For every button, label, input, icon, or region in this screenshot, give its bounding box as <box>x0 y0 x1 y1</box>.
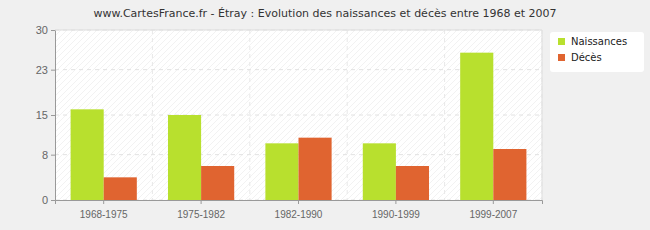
bar <box>299 138 332 200</box>
tick: 30 <box>36 24 55 36</box>
bar <box>265 143 298 200</box>
tick-mark <box>51 30 55 31</box>
bar <box>104 177 137 200</box>
bar <box>493 149 526 200</box>
tick: 23 <box>36 64 55 76</box>
legend-box <box>550 32 644 72</box>
tick: 1990-1999 <box>372 200 420 220</box>
legend-swatch <box>558 54 565 61</box>
grid-line <box>249 30 250 200</box>
axis-line <box>56 201 543 205</box>
grid-line <box>347 30 348 200</box>
tick-label: 0 <box>42 194 48 206</box>
y-axis: 0 8 15 23 30 <box>36 24 56 206</box>
tick-label: 1968-1975 <box>80 209 128 220</box>
tick-mark <box>395 200 396 204</box>
bar <box>168 115 201 200</box>
legend-swatch <box>558 38 565 45</box>
frame <box>55 30 542 31</box>
frame <box>542 30 543 200</box>
tick-label: 23 <box>36 64 48 76</box>
plot: 0 8 15 23 30 1968-1975 1975-1982 1982-1990 1990-… <box>36 24 543 220</box>
legend-label: Naissances <box>571 36 627 47</box>
grid-line <box>152 30 153 200</box>
tick: 0 <box>42 194 55 206</box>
tick: 15 <box>36 109 55 121</box>
tick-label: 1999-2007 <box>469 209 517 220</box>
grid-line <box>55 30 542 31</box>
tick-mark <box>201 200 202 204</box>
plot-background <box>55 30 542 200</box>
tick-label: 8 <box>42 149 48 161</box>
tick: 8 <box>42 149 55 161</box>
tick-mark <box>51 200 55 201</box>
tick: 1982-1990 <box>275 200 323 220</box>
tick: 1968-1975 <box>80 200 128 220</box>
bar <box>201 166 234 200</box>
grid-line <box>444 30 445 200</box>
tick-label: 15 <box>36 109 48 121</box>
tick-label: 1990-1999 <box>372 209 420 220</box>
legend: Naissances Décès <box>550 32 644 72</box>
grid-line <box>542 30 543 200</box>
legend-item: Décès <box>558 52 602 63</box>
chart: www.CartesFrance.fr - Étray : Evolution … <box>0 0 650 230</box>
legend-item: Naissances <box>558 36 627 47</box>
axis-line <box>51 31 56 201</box>
legend-label: Décès <box>571 52 602 63</box>
tick-mark <box>298 200 299 204</box>
tick-label: 1975-1982 <box>177 209 225 220</box>
tick-mark <box>103 200 104 204</box>
tick-label: 30 <box>36 24 48 36</box>
tick-label: 1982-1990 <box>275 209 323 220</box>
bars <box>71 53 527 200</box>
x-axis: 1968-1975 1975-1982 1982-1990 1990-1999 1999… <box>56 200 543 220</box>
bar <box>71 109 104 200</box>
title: www.CartesFrance.fr - Étray : Evolution … <box>93 7 556 20</box>
tick: 1975-1982 <box>177 200 225 220</box>
tick-mark <box>493 200 494 204</box>
bar <box>396 166 429 200</box>
tick-mark <box>51 115 55 116</box>
bar <box>460 53 493 200</box>
tick-mark <box>51 70 55 71</box>
tick: 1999-2007 <box>469 200 517 220</box>
tick-mark <box>51 155 55 156</box>
bar <box>363 143 396 200</box>
